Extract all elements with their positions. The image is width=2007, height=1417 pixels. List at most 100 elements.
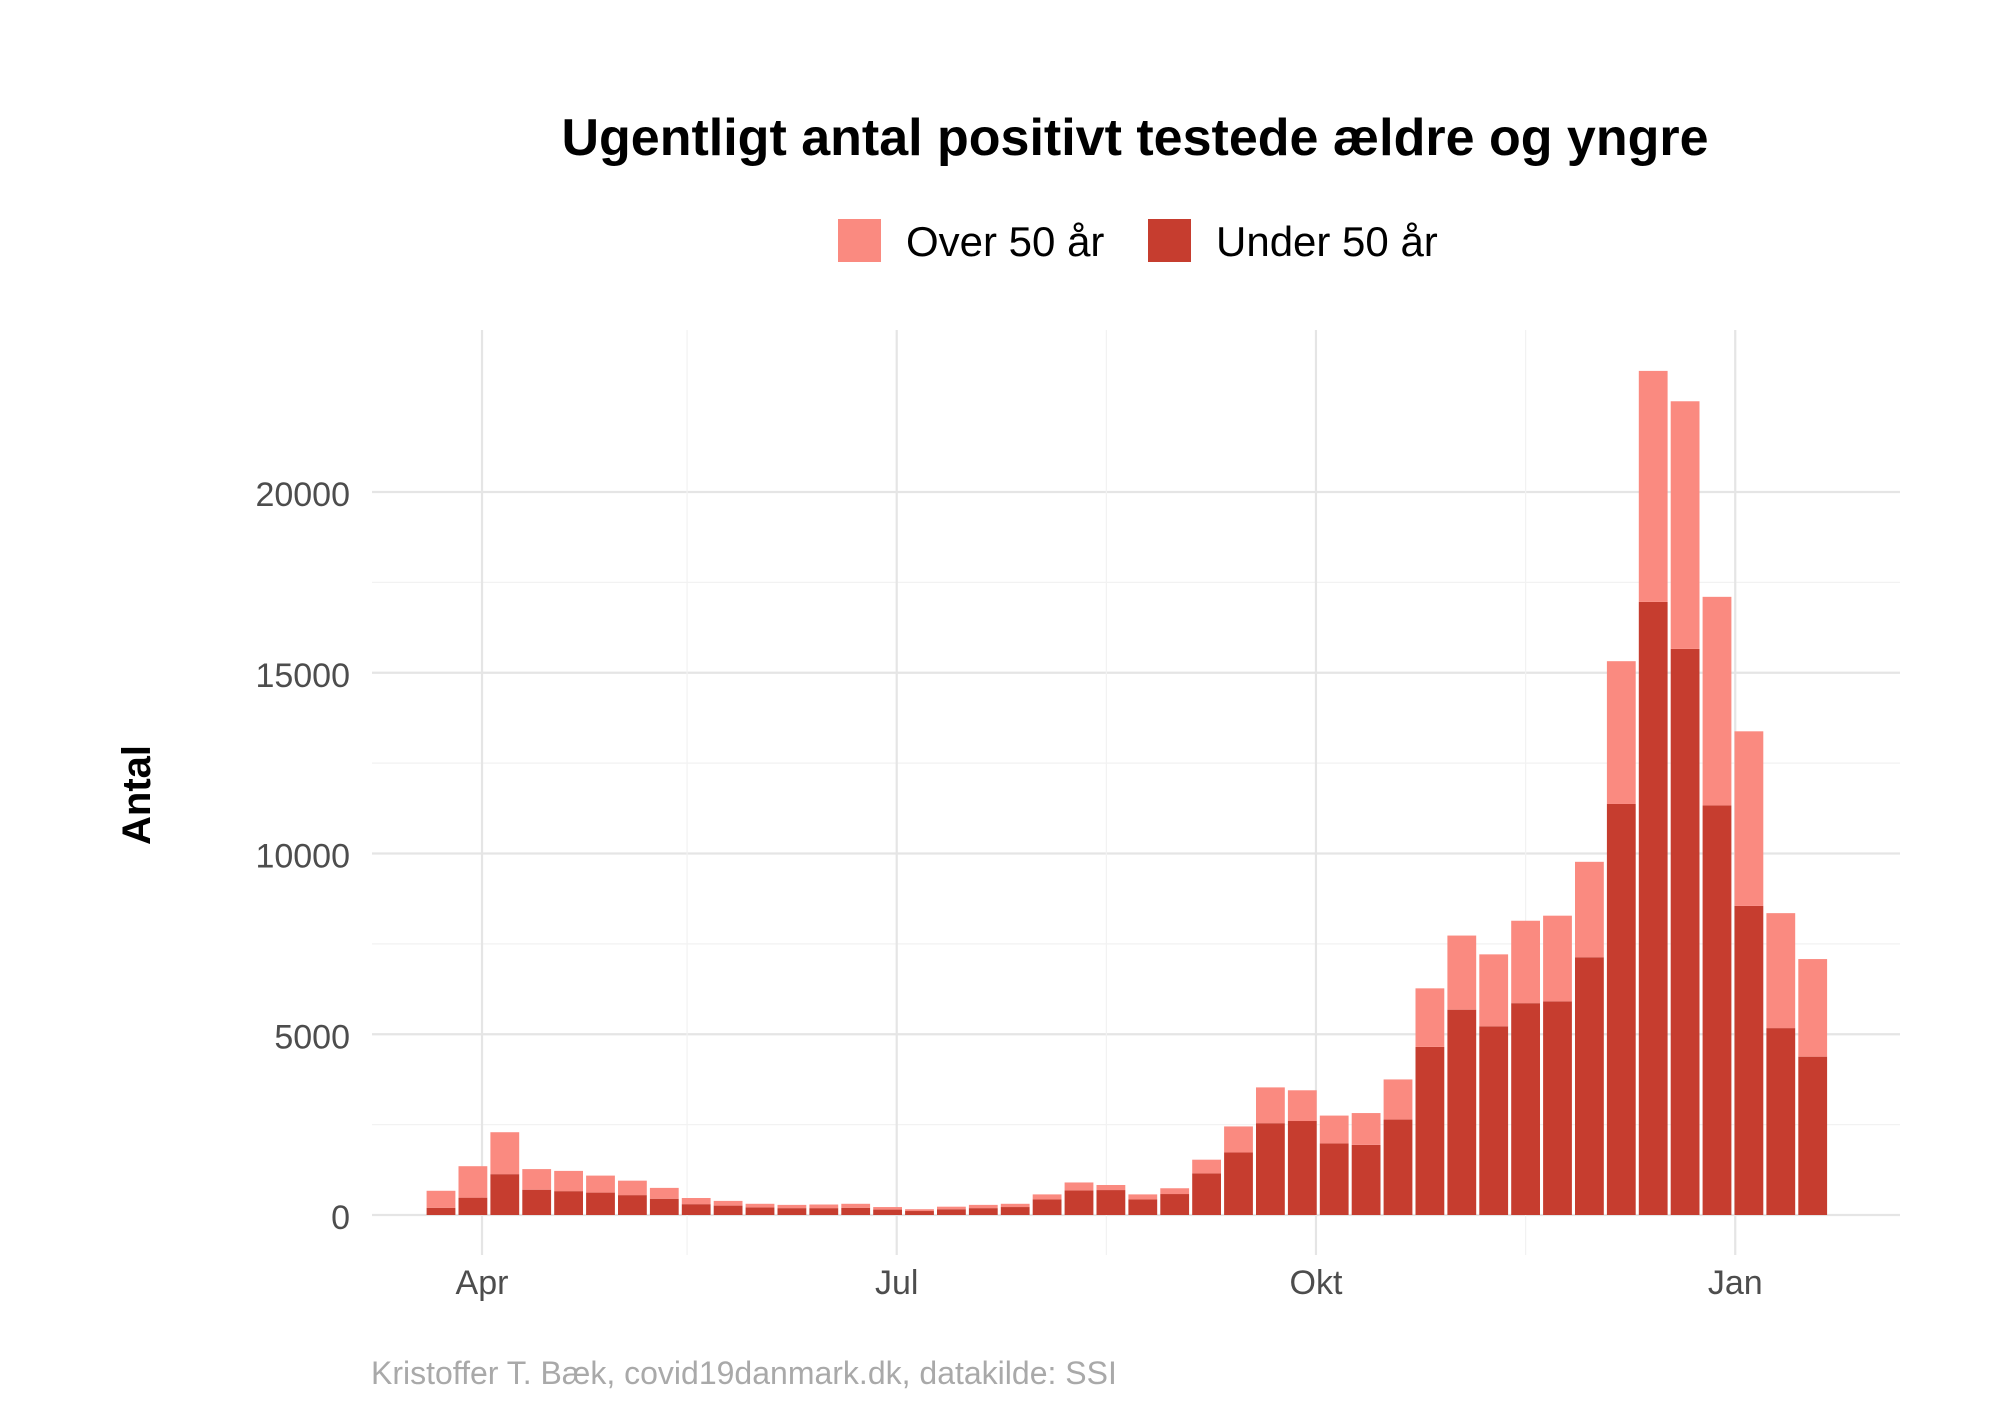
- bar-over-50: [1383, 1079, 1413, 1120]
- bar-under-50: [1351, 1144, 1381, 1215]
- bars: [426, 370, 1828, 1215]
- bar-under-50: [426, 1207, 456, 1215]
- bar-under-50: [1638, 601, 1668, 1215]
- bar-under-50: [1511, 1003, 1540, 1215]
- x-tick-label: Jul: [875, 1264, 918, 1302]
- bar-over-50: [426, 1190, 456, 1208]
- bar-under-50: [554, 1191, 583, 1215]
- bar-over-50: [1319, 1115, 1349, 1144]
- bar-over-50: [745, 1203, 775, 1208]
- y-tick-label: 0: [331, 1199, 350, 1237]
- bar-over-50: [1638, 370, 1668, 602]
- chart-title: Ugentligt antal positivt testede ældre o…: [561, 109, 1708, 167]
- bar-under-50: [1287, 1121, 1317, 1215]
- y-tick-label: 5000: [274, 1018, 350, 1056]
- bar-under-50: [1000, 1207, 1030, 1215]
- bar-under-50: [458, 1197, 488, 1215]
- legend-swatch-over-50: [838, 219, 881, 262]
- bar-under-50: [1096, 1190, 1126, 1215]
- bar-over-50: [1192, 1159, 1221, 1174]
- bar-over-50: [1798, 959, 1828, 1057]
- bar-over-50: [1575, 861, 1604, 958]
- bar-over-50: [809, 1204, 839, 1209]
- bar-over-50: [968, 1204, 998, 1209]
- bar-over-50: [649, 1187, 679, 1199]
- bar-under-50: [777, 1208, 807, 1215]
- bar-over-50: [1479, 954, 1509, 1027]
- bar-under-50: [905, 1211, 934, 1215]
- bar-under-50: [522, 1189, 552, 1215]
- bar-over-50: [490, 1132, 520, 1175]
- bar-over-50: [1064, 1182, 1094, 1191]
- bar-under-50: [1383, 1119, 1413, 1215]
- bar-over-50: [618, 1180, 647, 1196]
- bar-over-50: [905, 1209, 934, 1212]
- bar-under-50: [681, 1204, 711, 1215]
- x-tick-label: Jan: [1708, 1264, 1763, 1302]
- bar-over-50: [1351, 1113, 1381, 1145]
- legend: Over 50 år Under 50 år: [838, 218, 1438, 265]
- bar-under-50: [1479, 1026, 1509, 1215]
- y-axis-label: Antal: [115, 745, 159, 845]
- bar-under-50: [618, 1195, 647, 1215]
- bar-under-50: [490, 1174, 520, 1215]
- bar-over-50: [586, 1175, 615, 1193]
- bar-under-50: [809, 1208, 839, 1215]
- bar-under-50: [937, 1209, 966, 1215]
- bar-over-50: [1160, 1188, 1190, 1195]
- bar-over-50: [777, 1204, 807, 1209]
- bar-over-50: [522, 1169, 552, 1190]
- bar-under-50: [1798, 1056, 1828, 1215]
- bar-under-50: [1032, 1199, 1062, 1215]
- bar-under-50: [649, 1198, 679, 1215]
- bar-over-50: [1096, 1184, 1126, 1191]
- bar-under-50: [873, 1209, 902, 1215]
- legend-swatch-under-50: [1148, 219, 1191, 262]
- bar-over-50: [1766, 913, 1796, 1029]
- bar-under-50: [1224, 1152, 1253, 1215]
- bar-over-50: [1128, 1194, 1158, 1200]
- bar-over-50: [937, 1206, 966, 1210]
- bar-over-50: [1224, 1126, 1253, 1153]
- bar-over-50: [1606, 661, 1636, 804]
- bar-under-50: [1256, 1123, 1285, 1215]
- bar-over-50: [1287, 1090, 1317, 1122]
- bar-under-50: [586, 1192, 615, 1215]
- caption: Kristoffer T. Bæk, covid19danmark.dk, da…: [371, 1355, 1117, 1391]
- bar-under-50: [745, 1207, 775, 1215]
- bar-over-50: [681, 1198, 711, 1205]
- bar-under-50: [968, 1208, 998, 1215]
- bar-over-50: [1511, 920, 1540, 1004]
- bar-over-50: [1543, 915, 1572, 1002]
- bar-over-50: [873, 1207, 902, 1210]
- x-tick-label: Okt: [1290, 1264, 1343, 1302]
- bar-under-50: [1192, 1173, 1221, 1215]
- y-axis-ticks: 0 5000 10000 15000 20000: [255, 476, 350, 1237]
- bar-over-50: [713, 1200, 743, 1206]
- bar-over-50: [841, 1203, 871, 1208]
- x-tick-label: Apr: [456, 1264, 509, 1302]
- legend-label-under-50: Under 50 år: [1216, 218, 1438, 265]
- bar-under-50: [1128, 1199, 1158, 1215]
- x-axis-ticks: Apr Jul Okt Jan: [456, 1264, 1763, 1302]
- bar-under-50: [1160, 1194, 1190, 1215]
- bar-under-50: [1064, 1190, 1094, 1215]
- bar-under-50: [1670, 648, 1700, 1215]
- y-tick-label: 10000: [255, 838, 350, 876]
- bar-under-50: [1606, 803, 1636, 1215]
- y-tick-label: 15000: [255, 657, 350, 695]
- bar-under-50: [1734, 905, 1764, 1215]
- bar-over-50: [1256, 1087, 1285, 1124]
- bar-under-50: [1447, 1009, 1477, 1215]
- bar-over-50: [1032, 1194, 1062, 1200]
- bar-under-50: [1766, 1028, 1796, 1215]
- bar-over-50: [1447, 935, 1477, 1010]
- bar-over-50: [1734, 731, 1764, 906]
- bar-under-50: [1319, 1143, 1349, 1215]
- bar-under-50: [713, 1205, 743, 1215]
- bar-over-50: [1702, 596, 1732, 806]
- bar-under-50: [1415, 1046, 1445, 1215]
- bar-over-50: [1000, 1203, 1030, 1208]
- y-tick-label: 20000: [255, 476, 350, 514]
